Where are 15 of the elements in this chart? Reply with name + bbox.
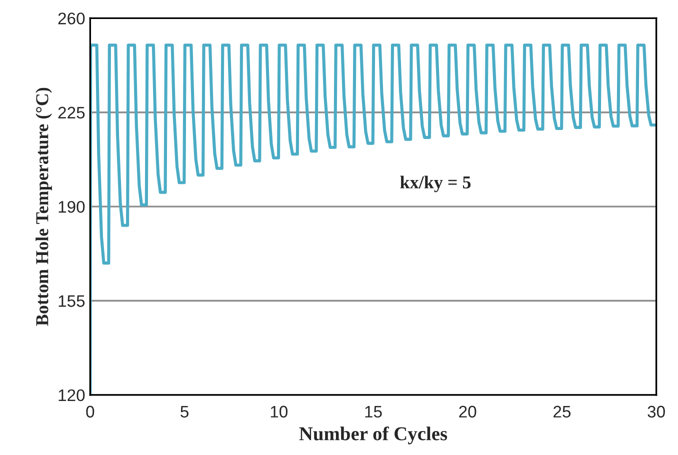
x-tick-label: 20: [459, 406, 476, 418]
x-tick-label: 5: [180, 406, 188, 418]
y-axis-title: Bottom Hole Temperature (°C): [36, 88, 52, 326]
y-tick-label: 120: [58, 389, 85, 402]
annotation: kx/ky = 5: [400, 176, 471, 192]
y-tick-label: 155: [58, 295, 85, 307]
y-tick-label: 225: [58, 106, 85, 119]
y-tick-label: 260: [58, 12, 85, 24]
x-tick-label: 0: [86, 406, 94, 418]
x-tick-label: 15: [365, 406, 382, 418]
y-tick-label: 190: [58, 200, 85, 213]
x-axis-title: Number of Cycles: [299, 426, 448, 444]
x-tick-label: 25: [554, 406, 571, 418]
x-tick-label: 30: [648, 406, 665, 418]
x-tick-label: 10: [270, 406, 288, 418]
